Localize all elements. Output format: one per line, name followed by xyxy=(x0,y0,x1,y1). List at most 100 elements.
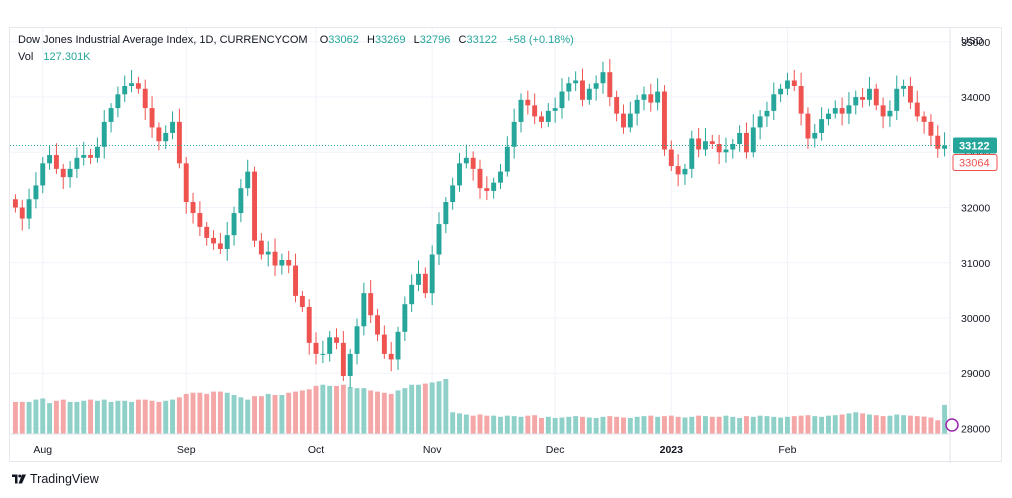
candle-body xyxy=(668,149,674,167)
volume-bar xyxy=(935,420,941,434)
y-axis-ticks: 3500034000330003200031000300002900028000 xyxy=(961,37,990,436)
tradingview-icon xyxy=(12,474,26,484)
volume-bar xyxy=(265,393,271,434)
volume-bar xyxy=(74,401,80,434)
volume-bar xyxy=(559,417,565,434)
candle-body xyxy=(67,168,73,178)
volume-bar xyxy=(696,415,702,434)
volume-bar xyxy=(313,385,319,434)
volume-bar xyxy=(504,415,510,434)
candle-body xyxy=(368,293,374,316)
volume-bar xyxy=(115,400,121,434)
candle-body xyxy=(525,99,531,106)
volume-bar xyxy=(470,415,476,434)
volume-bar xyxy=(347,387,353,434)
volume-value: 127.301K xyxy=(43,51,91,63)
candle-body xyxy=(634,99,640,114)
volume-bar xyxy=(894,414,900,434)
volume-bar xyxy=(60,399,66,434)
candle-body xyxy=(914,102,920,117)
chart-frame: USD 350003400033000320003100030000290002… xyxy=(9,27,1003,463)
candle-body xyxy=(265,251,271,255)
candle-body xyxy=(866,88,872,100)
volume-bar xyxy=(764,416,770,434)
y-tick-label: 31000 xyxy=(961,258,990,270)
candle-body xyxy=(791,80,797,86)
price-chart[interactable]: USD 350003400033000320003100030000290002… xyxy=(10,28,1003,463)
candle-body xyxy=(743,132,749,153)
volume-bar xyxy=(170,399,176,434)
volume-bar xyxy=(204,393,210,434)
volume-bar xyxy=(122,400,128,434)
volume-bar xyxy=(812,416,818,434)
candle-body xyxy=(470,157,476,169)
candle-body xyxy=(655,91,661,103)
candle-body xyxy=(381,334,387,354)
candle-body xyxy=(395,331,401,360)
candle-body xyxy=(552,108,558,111)
candle-body xyxy=(94,146,100,158)
volume-bar xyxy=(621,417,626,434)
candle-body xyxy=(231,213,237,236)
candle-body xyxy=(593,83,599,89)
volume-bar xyxy=(12,401,18,434)
volume-bar xyxy=(648,415,654,434)
candle-body xyxy=(375,315,380,335)
last-price-badge xyxy=(953,137,997,154)
candle-body xyxy=(176,121,182,164)
candle-body xyxy=(409,284,415,305)
volume-bar xyxy=(183,393,189,434)
candle-body xyxy=(586,88,592,100)
volume-bar xyxy=(689,416,695,434)
candle-body xyxy=(873,88,879,106)
candle-body xyxy=(935,135,941,149)
volume-bar xyxy=(866,414,872,434)
candle-body xyxy=(245,171,251,189)
settings-icon[interactable] xyxy=(945,418,959,432)
volume-bar xyxy=(354,388,360,434)
candle-body xyxy=(142,88,148,109)
candle-body xyxy=(224,235,230,249)
candle-body xyxy=(682,168,688,175)
volume-bar xyxy=(737,417,743,434)
x-axis-ticks: Aug Sep Oct Nov Dec 2023 Feb xyxy=(33,444,796,456)
volume-bar xyxy=(293,391,298,434)
candle-body xyxy=(163,132,169,142)
candle-body xyxy=(750,127,756,153)
volume-bar xyxy=(375,391,380,434)
candle-body xyxy=(778,88,784,95)
volume-bar xyxy=(743,416,749,434)
volume-bar xyxy=(81,400,87,434)
volume-bar xyxy=(217,391,223,434)
volume-bar xyxy=(942,404,948,434)
volume-bar xyxy=(853,412,859,434)
candle-body xyxy=(416,273,421,285)
volume-bar xyxy=(190,392,196,434)
volume-bar xyxy=(320,384,326,434)
candle-body xyxy=(156,127,162,142)
y-tick-label: 30000 xyxy=(961,313,990,325)
candle-body xyxy=(580,80,585,100)
y-tick-label: 35000 xyxy=(961,37,990,49)
volume-bar xyxy=(566,416,572,434)
volume-bar xyxy=(47,403,53,434)
candle-body xyxy=(491,182,497,191)
candle-body xyxy=(839,108,845,114)
x-tick-label: Sep xyxy=(177,444,196,456)
volume-bar xyxy=(129,401,135,434)
candle-body xyxy=(757,116,763,128)
candle-body xyxy=(334,337,339,343)
candle-body xyxy=(170,121,176,133)
candle-body xyxy=(19,207,25,219)
volume-bar xyxy=(662,416,667,434)
candle-body xyxy=(26,199,32,219)
volume-bar xyxy=(641,416,647,434)
volume-bar xyxy=(668,415,674,434)
volume-bar xyxy=(832,415,838,434)
tradingview-logo[interactable]: TradingView xyxy=(12,472,99,486)
candle-body xyxy=(443,202,449,225)
candle-body xyxy=(60,168,66,178)
volume-bar xyxy=(156,401,162,434)
volume-bar xyxy=(545,416,551,434)
y-tick-label: 34000 xyxy=(961,92,990,104)
